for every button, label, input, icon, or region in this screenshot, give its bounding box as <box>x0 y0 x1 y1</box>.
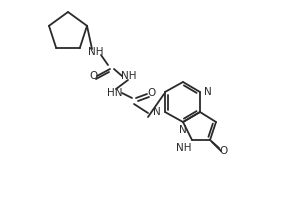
Text: O: O <box>220 146 228 156</box>
Text: NH: NH <box>176 143 192 153</box>
Text: N: N <box>153 107 161 117</box>
Text: NH: NH <box>88 47 104 57</box>
Text: HN: HN <box>107 88 123 98</box>
Text: O: O <box>89 71 97 81</box>
Text: N: N <box>179 125 187 135</box>
Text: N: N <box>204 87 212 97</box>
Text: NH: NH <box>121 71 137 81</box>
Text: O: O <box>148 88 156 98</box>
